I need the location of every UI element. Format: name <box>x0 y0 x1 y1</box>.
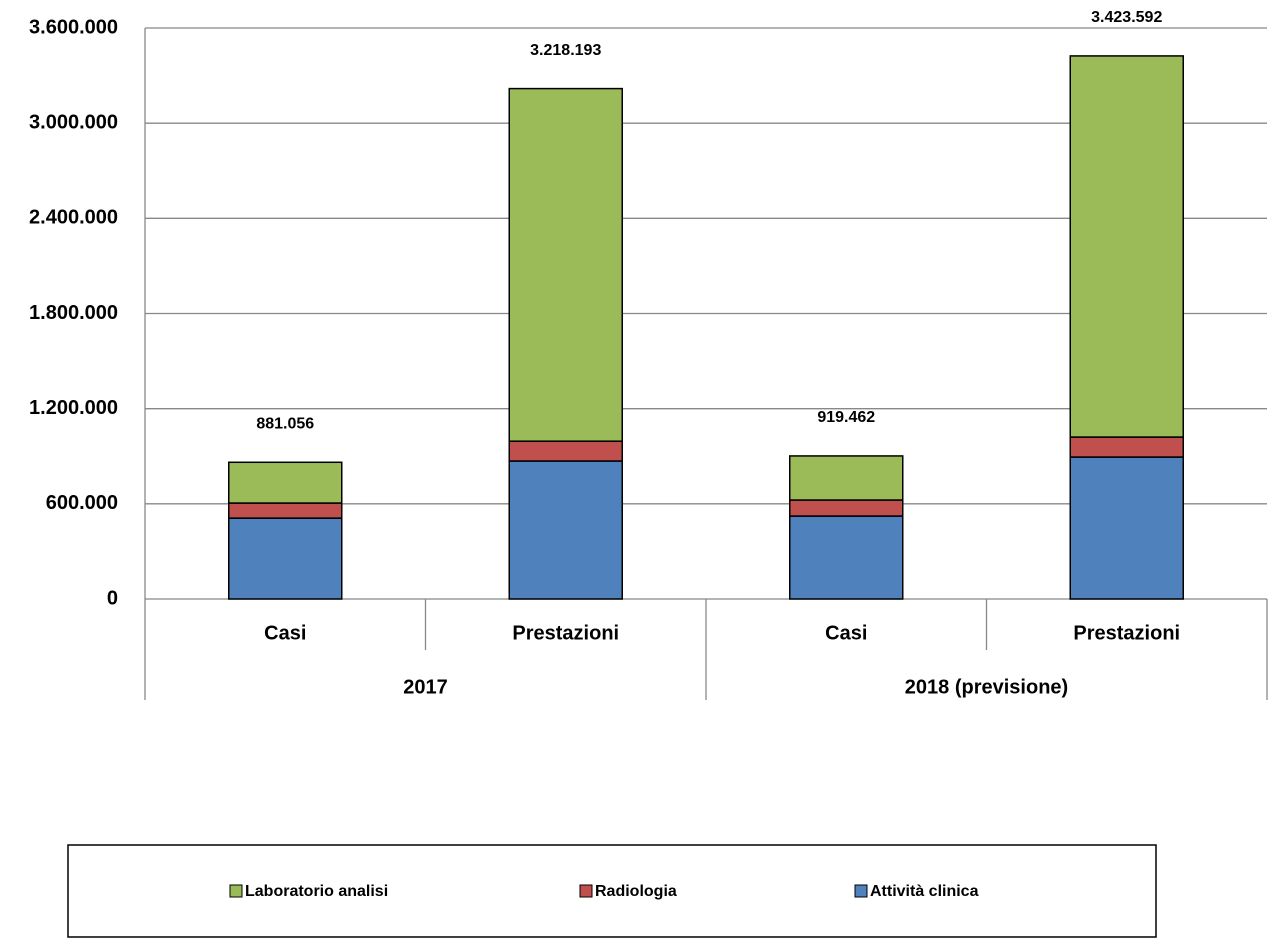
group-label: 2017 <box>403 676 448 698</box>
bar-segment <box>1069 55 1184 438</box>
y-tick-label: 0 <box>107 587 118 609</box>
total-label: 3.218.193 <box>530 42 601 59</box>
legend-box <box>67 844 1157 938</box>
x-tick-label: Casi <box>264 622 306 644</box>
bar-segment <box>1069 456 1184 600</box>
y-tick-label: 1.200.000 <box>29 397 118 419</box>
legend-swatch <box>579 884 593 898</box>
bar-segment <box>789 499 904 517</box>
legend-label: Laboratorio analisi <box>245 883 388 900</box>
bar-segment <box>228 461 343 504</box>
legend-label: Radiologia <box>595 883 677 900</box>
legend-label: Attività clinica <box>870 883 979 900</box>
bar-segment <box>789 455 904 501</box>
bar-segment <box>508 440 623 462</box>
bar-segment <box>508 87 623 442</box>
bar-segment <box>1069 436 1184 458</box>
bar-segment <box>789 515 904 600</box>
x-tick-label: Casi <box>825 622 867 644</box>
x-tick-label: Prestazioni <box>1073 622 1180 644</box>
legend-swatch <box>854 884 868 898</box>
y-tick-label: 3.000.000 <box>29 111 118 133</box>
total-label: 881.056 <box>256 415 314 432</box>
group-label: 2018 (previsione) <box>905 676 1068 698</box>
total-label: 3.423.592 <box>1091 9 1162 26</box>
y-tick-label: 600.000 <box>46 492 118 514</box>
legend-swatch <box>229 884 243 898</box>
bar-segment <box>228 502 343 519</box>
bar-segment <box>508 460 623 600</box>
y-tick-label: 2.400.000 <box>29 207 118 229</box>
x-tick-label: Prestazioni <box>512 622 619 644</box>
y-tick-label: 3.600.000 <box>29 16 118 38</box>
y-tick-label: 1.800.000 <box>29 302 118 324</box>
total-label: 919.462 <box>817 409 875 426</box>
bar-segment <box>228 517 343 600</box>
